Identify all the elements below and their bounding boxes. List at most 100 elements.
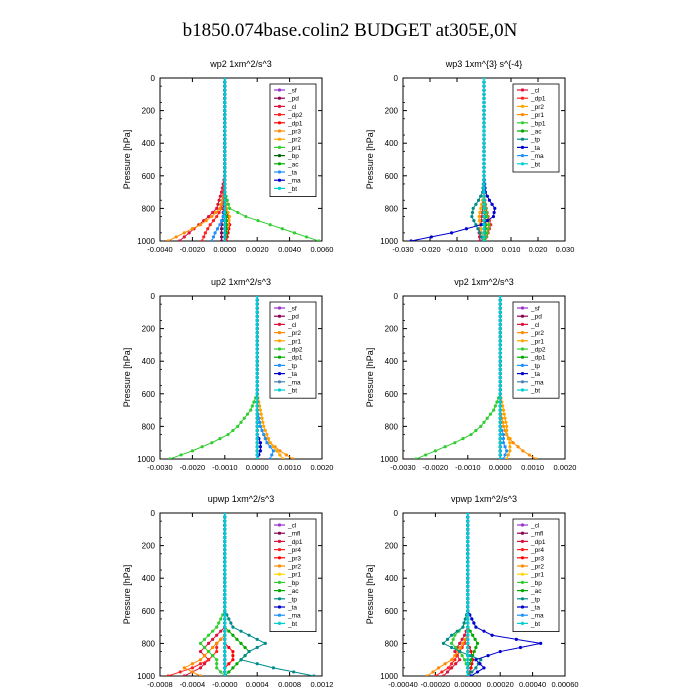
data-point	[461, 437, 465, 441]
legend-label: _dp2	[287, 347, 303, 354]
data-point	[268, 445, 272, 449]
legend-label: _ta	[287, 605, 297, 612]
data-point	[414, 457, 418, 459]
data-point	[211, 210, 215, 215]
data-point	[229, 621, 233, 625]
x-tick-label: 0.00060	[551, 680, 578, 689]
x-tick-label: 0.0020	[246, 245, 269, 254]
data-point	[255, 388, 259, 392]
data-point	[255, 351, 259, 355]
data-point	[498, 412, 502, 416]
data-point	[498, 347, 502, 351]
legend: _sf_pd_cl_dp2_dp1 _pr3_pr2_pr1_bp_ac _ta_m…	[269, 83, 317, 197]
data-point	[466, 629, 470, 633]
data-point	[255, 404, 259, 408]
data-point	[475, 670, 480, 674]
data-point	[255, 327, 259, 331]
data-point	[214, 210, 218, 215]
data-point	[260, 416, 264, 420]
data-point	[487, 223, 491, 227]
data-point	[466, 539, 470, 544]
y-tick-label: 1000	[137, 672, 155, 681]
legend-marker	[520, 531, 525, 535]
legend-label: _bt	[287, 388, 297, 395]
data-point	[477, 219, 482, 223]
legend-label: _tp	[530, 137, 540, 144]
data-point	[498, 392, 502, 396]
x-tick-label: -0.0030	[390, 463, 415, 472]
data-point	[223, 206, 227, 210]
data-point	[255, 355, 259, 359]
data-point	[409, 239, 413, 241]
legend-marker	[520, 548, 525, 552]
data-point	[255, 437, 259, 441]
x-tick-label: -0.0040	[147, 245, 172, 254]
data-point	[249, 408, 253, 412]
legend-label: _dp1	[287, 355, 303, 362]
panel-title: upwp 1xm^2/s^3	[208, 494, 274, 504]
data-point	[223, 539, 227, 544]
data-point	[482, 137, 486, 141]
data-point	[242, 416, 246, 420]
data-point	[268, 441, 272, 445]
data-point	[219, 202, 223, 206]
data-point	[469, 666, 473, 670]
legend-marker	[277, 589, 282, 593]
data-point	[466, 633, 470, 637]
data-point	[482, 219, 486, 223]
data-point	[223, 513, 227, 515]
data-point	[223, 145, 227, 149]
data-point	[505, 428, 509, 433]
data-point	[250, 404, 254, 408]
data-point	[482, 153, 486, 158]
legend-label: _cl	[530, 322, 540, 329]
data-point	[223, 605, 227, 609]
series-group	[425, 513, 543, 676]
legend-label: _dp1	[530, 355, 546, 362]
data-point	[223, 239, 227, 241]
legend-marker	[277, 178, 282, 182]
data-point	[478, 231, 482, 235]
data-point	[443, 445, 447, 449]
data-point	[227, 219, 231, 223]
data-point	[223, 674, 227, 676]
data-point	[198, 662, 203, 666]
data-point	[223, 78, 227, 80]
data-point	[217, 198, 221, 202]
data-point	[474, 645, 478, 650]
x-tick-label: -0.00020	[421, 680, 451, 689]
data-point	[255, 441, 259, 445]
legend-label: _ma	[287, 379, 301, 386]
data-point	[474, 428, 478, 433]
data-point	[255, 662, 259, 666]
data-point	[255, 318, 259, 323]
legend-label: _bt	[287, 186, 297, 193]
legend: _cl_dp1_pr2_pr1_bp1 _ac_tp_ta_ma_bt	[512, 83, 560, 173]
data-point	[498, 296, 502, 298]
x-tick-label: 0.00020	[487, 680, 514, 689]
panel-title: wp2 1xm^2/s^3	[209, 59, 271, 69]
data-point	[441, 674, 446, 676]
data-point	[231, 649, 235, 654]
data-point	[508, 449, 512, 453]
legend-label: _ta	[530, 371, 540, 378]
legend-label: _bp	[530, 580, 542, 587]
data-point	[482, 227, 486, 231]
legend-label: _ac	[530, 129, 542, 136]
data-point	[498, 335, 502, 339]
data-point	[482, 206, 486, 210]
y-axis-label: Pressure [hPa]	[122, 130, 132, 190]
data-point	[223, 153, 227, 158]
data-point	[198, 641, 203, 646]
data-point	[223, 629, 227, 633]
data-point	[482, 113, 486, 117]
y-tick-label: 0	[151, 509, 156, 518]
data-point	[223, 80, 227, 84]
legend-marker	[520, 331, 525, 335]
legend-label: _tp	[530, 363, 540, 370]
data-point	[498, 359, 502, 363]
data-point	[223, 666, 227, 670]
data-point	[255, 428, 259, 433]
data-point	[466, 568, 470, 572]
legend-label: _dp1	[287, 539, 303, 546]
